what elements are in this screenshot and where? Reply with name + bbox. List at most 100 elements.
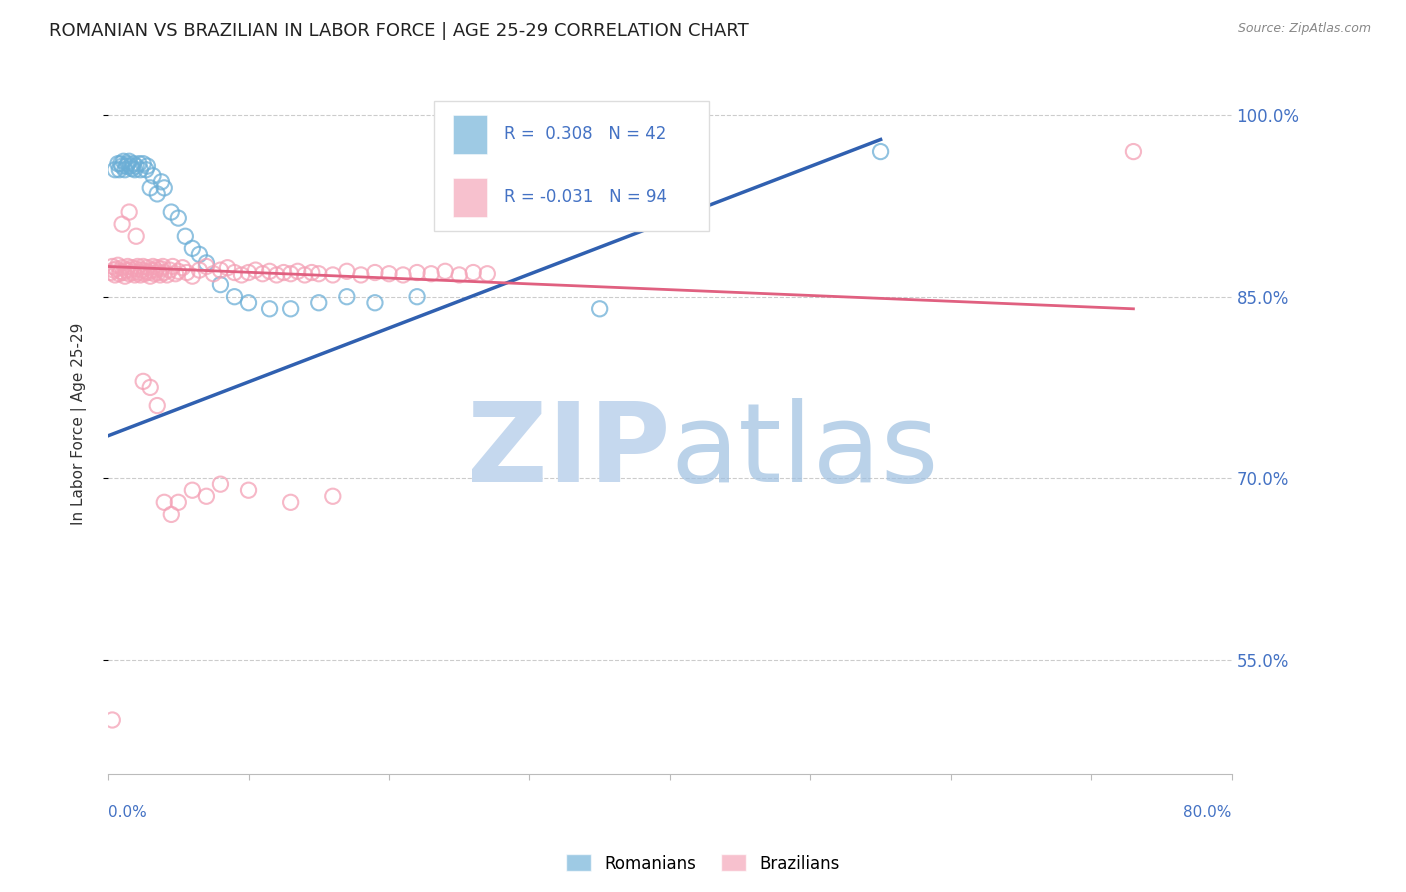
Point bbox=[434, 264, 457, 278]
Point bbox=[146, 399, 169, 413]
Point bbox=[463, 266, 485, 280]
Point bbox=[301, 266, 323, 280]
Point bbox=[117, 260, 139, 274]
Point bbox=[195, 256, 218, 270]
Point bbox=[153, 495, 176, 509]
Point bbox=[103, 263, 125, 277]
Point bbox=[122, 157, 145, 171]
Point bbox=[238, 266, 260, 280]
Point bbox=[167, 264, 190, 278]
Point bbox=[118, 154, 141, 169]
Text: 80.0%: 80.0% bbox=[1184, 805, 1232, 820]
Point bbox=[146, 186, 169, 201]
Point bbox=[131, 263, 153, 277]
Point bbox=[101, 713, 124, 727]
Point bbox=[266, 268, 288, 282]
Point bbox=[162, 260, 184, 274]
Point bbox=[217, 260, 239, 275]
Point bbox=[156, 268, 179, 282]
Point bbox=[122, 266, 145, 280]
FancyBboxPatch shape bbox=[434, 101, 709, 231]
Point bbox=[153, 181, 176, 195]
Point bbox=[153, 266, 176, 280]
Point bbox=[238, 295, 260, 310]
Point bbox=[176, 266, 198, 280]
Point bbox=[181, 483, 204, 498]
Point bbox=[132, 260, 155, 274]
Y-axis label: In Labor Force | Age 25-29: In Labor Force | Age 25-29 bbox=[72, 323, 87, 524]
Point bbox=[420, 267, 443, 281]
Point bbox=[114, 162, 136, 177]
Text: R =  0.308   N = 42: R = 0.308 N = 42 bbox=[503, 126, 666, 144]
Point bbox=[135, 162, 157, 177]
Point bbox=[104, 268, 127, 282]
Point bbox=[378, 267, 401, 281]
Point bbox=[110, 157, 132, 171]
Text: ROMANIAN VS BRAZILIAN IN LABOR FORCE | AGE 25-29 CORRELATION CHART: ROMANIAN VS BRAZILIAN IN LABOR FORCE | A… bbox=[49, 22, 749, 40]
Point bbox=[125, 261, 148, 276]
Text: atlas: atlas bbox=[669, 398, 938, 505]
Point bbox=[202, 267, 225, 281]
Point bbox=[294, 268, 316, 282]
Point bbox=[115, 159, 138, 173]
Point bbox=[280, 267, 302, 281]
Point bbox=[111, 260, 134, 275]
Point bbox=[280, 495, 302, 509]
Point bbox=[128, 157, 150, 171]
Point bbox=[129, 268, 152, 282]
Point bbox=[160, 508, 183, 522]
Point bbox=[259, 301, 281, 316]
Point bbox=[139, 181, 162, 195]
Point bbox=[252, 267, 274, 281]
Point bbox=[117, 157, 139, 171]
Point bbox=[589, 301, 612, 316]
Point bbox=[115, 263, 138, 277]
Point bbox=[125, 159, 148, 173]
Point bbox=[108, 162, 131, 177]
FancyBboxPatch shape bbox=[453, 115, 486, 153]
Point bbox=[152, 260, 174, 274]
Point bbox=[121, 260, 143, 275]
Point bbox=[132, 157, 155, 171]
Point bbox=[145, 263, 167, 277]
Point bbox=[139, 269, 162, 284]
Point bbox=[112, 154, 135, 169]
Point bbox=[477, 267, 499, 281]
Point bbox=[118, 267, 141, 281]
Point bbox=[128, 266, 150, 280]
Point bbox=[174, 229, 197, 244]
Point bbox=[129, 162, 152, 177]
Point bbox=[322, 489, 344, 503]
Point bbox=[111, 159, 134, 173]
Point bbox=[142, 260, 165, 274]
Point bbox=[209, 277, 232, 292]
Point bbox=[406, 266, 429, 280]
Text: Source: ZipAtlas.com: Source: ZipAtlas.com bbox=[1237, 22, 1371, 36]
Point bbox=[364, 295, 387, 310]
Point bbox=[364, 266, 387, 280]
Point bbox=[120, 263, 142, 277]
Point bbox=[148, 266, 170, 280]
Point bbox=[188, 263, 211, 277]
Point bbox=[308, 267, 330, 281]
Point bbox=[195, 260, 218, 274]
Point bbox=[114, 269, 136, 284]
Point bbox=[273, 266, 295, 280]
Point bbox=[141, 263, 163, 277]
Point bbox=[209, 477, 232, 491]
Point bbox=[350, 268, 373, 282]
Text: 0.0%: 0.0% bbox=[108, 805, 146, 820]
Point bbox=[143, 267, 166, 281]
Point bbox=[245, 263, 267, 277]
Point bbox=[165, 267, 187, 281]
Point bbox=[1122, 145, 1144, 159]
Point bbox=[124, 162, 146, 177]
Point bbox=[135, 264, 157, 278]
Point bbox=[159, 263, 181, 277]
Point bbox=[224, 266, 246, 280]
Point bbox=[336, 290, 359, 304]
Point bbox=[149, 268, 172, 282]
Point bbox=[308, 295, 330, 310]
Point bbox=[259, 264, 281, 278]
Point bbox=[167, 211, 190, 226]
